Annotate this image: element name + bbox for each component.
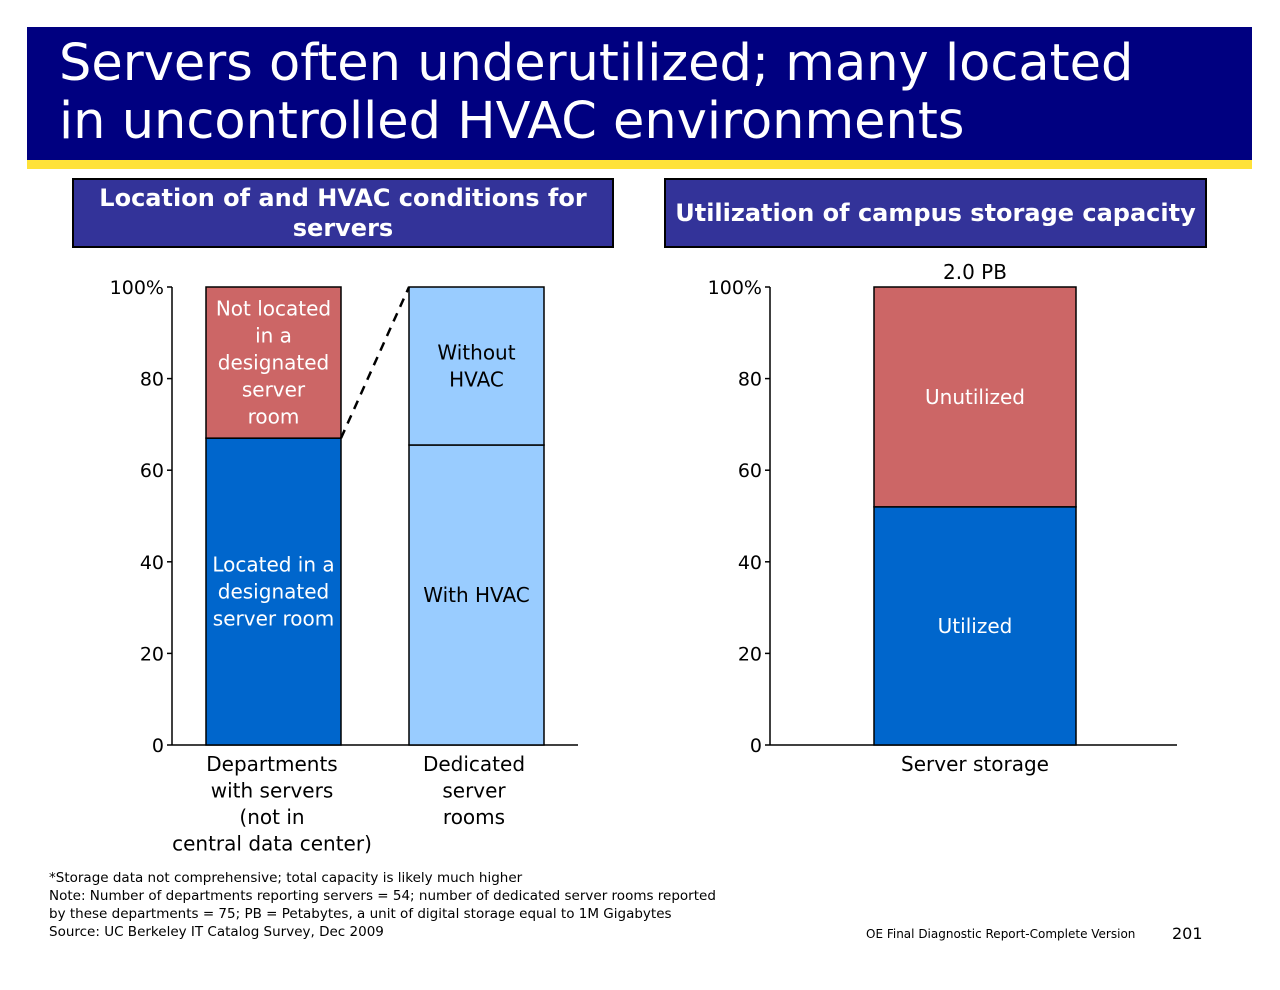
y-tick-label: 60 xyxy=(738,460,762,482)
y-tick-label: 60 xyxy=(140,460,164,482)
footnote-line: Source: UC Berkeley IT Catalog Survey, D… xyxy=(49,924,384,940)
bar-segment xyxy=(873,506,1077,746)
y-tick-label: 100% xyxy=(708,277,762,299)
bar-segment xyxy=(873,286,1077,508)
report-footer-label: OE Final Diagnostic Report-Complete Vers… xyxy=(866,927,1136,941)
segment-label: Unutilized xyxy=(925,385,1025,409)
page-number: 201 xyxy=(1172,924,1203,943)
footnote-line: by these departments = 75; PB = Petabyte… xyxy=(49,906,672,922)
footnote-line: Note: Number of departments reporting se… xyxy=(49,888,716,904)
y-tick-label: 20 xyxy=(738,643,762,665)
y-tick-label: 20 xyxy=(140,643,164,665)
y-tick-label: 100% xyxy=(110,277,164,299)
y-tick-label: 0 xyxy=(750,735,762,757)
segment-label: Utilized xyxy=(938,614,1013,638)
bar-segment xyxy=(408,286,545,446)
category-label: Server storage xyxy=(901,752,1049,776)
bar-segment xyxy=(408,444,545,746)
bar-segment xyxy=(205,286,342,439)
title-banner: Servers often underutilized; many locate… xyxy=(27,27,1252,160)
y-tick-label: 80 xyxy=(738,369,762,391)
slide-title: Servers often underutilized; many locate… xyxy=(59,35,1239,151)
y-tick-label: 80 xyxy=(140,369,164,391)
bar-total-label: 2.0 PB xyxy=(943,260,1007,284)
y-tick-label: 0 xyxy=(152,735,164,757)
segment-label: Without HVAC xyxy=(437,341,515,392)
server-location-chart: 0 20 40 60 80 100% Located in a designated serve… xyxy=(110,277,578,856)
slide-title-line-2: in uncontrolled HVAC environments xyxy=(59,92,965,151)
segment-label: With HVAC xyxy=(423,583,530,607)
storage-utilization-chart: 0 20 40 60 80 100% Utilized Unutilized 2.0 PB Ser… xyxy=(708,260,1177,776)
right-panel-header: Utilization of campus storage capacity xyxy=(664,178,1207,248)
y-tick-label: 40 xyxy=(140,552,164,574)
y-tick-label: 40 xyxy=(738,552,762,574)
footnote-line: *Storage data not comprehensive; total c… xyxy=(49,870,523,886)
footnotes: *Storage data not comprehensive; total c… xyxy=(49,869,716,941)
slide-title-line-1: Servers often underutilized; many locate… xyxy=(59,34,1134,93)
connector-dashed-line xyxy=(339,286,411,439)
left-panel-header: Location of and HVAC conditions for serv… xyxy=(72,178,614,248)
category-label: Departments with servers (not in central da… xyxy=(172,752,372,856)
segment-label: Not located in a designated server room xyxy=(216,297,331,429)
category-label: Dedicated server rooms xyxy=(423,752,525,829)
title-accent-stripe xyxy=(27,160,1252,169)
segment-label: Located in a designated server room xyxy=(212,553,334,631)
